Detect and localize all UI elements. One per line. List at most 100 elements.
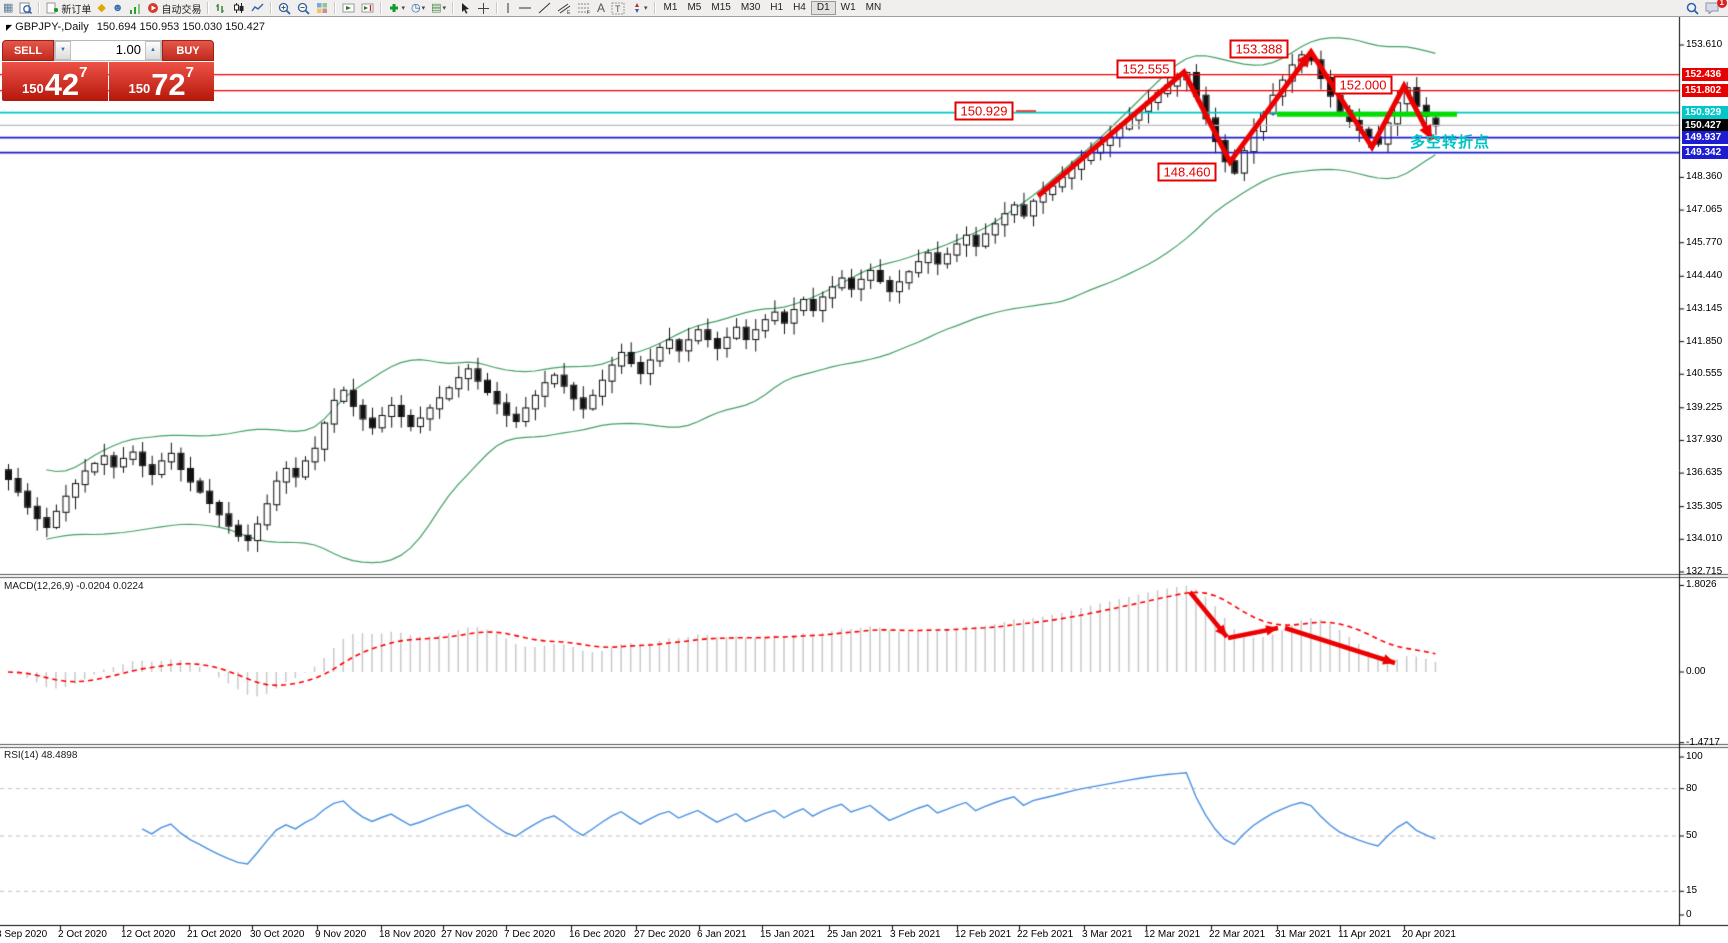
price-axis-tick: 141.850 [1686,335,1723,347]
sell-price-major: 150 [21,81,44,96]
templates-icon[interactable]: ▤ ▾ [431,2,447,14]
date-axis-label: 27 Dec 2020 [634,929,691,940]
hline-tool-icon[interactable] [515,1,535,15]
styler-icon[interactable]: ◆ [97,2,106,14]
timeframe-button-mn[interactable]: MN [865,2,882,13]
line-chart-icon[interactable] [248,1,267,15]
price-axis-tick: 132.715 [1686,565,1723,577]
rsi-axis-tick: 15 [1686,885,1698,897]
rsi-axis-tick: 100 [1686,751,1703,762]
search-icon[interactable] [1683,1,1702,15]
zoom-out-icon[interactable] [294,1,313,15]
buy-price-display: 150 72 7 [108,62,214,102]
label-tool-icon[interactable]: T [608,1,628,15]
price-axis-badge: 152.436 [1682,68,1728,82]
toolbar-separator [496,2,499,14]
timeframe-button-h1[interactable]: H1 [770,2,784,13]
date-axis-label: 16 Dec 2020 [569,929,626,940]
sell-price-pips: 42 [44,67,80,102]
toolbar-separator [38,2,41,14]
date-axis-label: 15 Jan 2021 [760,929,816,940]
new-order-button[interactable]: 新订单 [43,1,94,16]
price-axis-tick: 135.305 [1686,500,1723,512]
macd-label: MACD(12,26,9) -0.0204 0.0224 [4,581,144,592]
price-axis-badge: 150.929 [1682,106,1728,120]
auto-scroll-icon[interactable] [339,1,358,15]
cursor-tool-icon[interactable] [457,1,474,15]
price-axis-badge: 150.427 [1682,118,1728,132]
crosshair-tool-icon[interactable] [474,1,493,15]
buy-price-point: 7 [185,64,195,81]
autotrade-label: 自动交易 [161,4,202,16]
sell-button[interactable]: SELL [2,40,54,61]
timeframe-button-m1[interactable]: M1 [663,2,678,13]
buy-price-pips: 72 [151,67,186,102]
price-annotation-box[interactable]: 152.555 [1116,59,1176,79]
tile-windows-icon[interactable] [313,1,331,15]
bar-chart-icon[interactable] [212,1,230,15]
periods-icon[interactable]: ◷ ▾ [410,2,426,14]
turning-point-note[interactable]: 多空转折点 [1410,134,1491,151]
toolbar-separator [380,2,383,14]
sell-price-point: 7 [79,64,88,81]
price-axis-tick: 137.930 [1686,434,1723,446]
date-axis-label: 7 Dec 2020 [504,929,556,940]
fibonacci-tool-icon[interactable]: F [574,1,594,15]
date-axis-label: 12 Feb 2021 [955,929,1012,940]
toolbar-separator [207,2,210,14]
toolbar-separator [653,2,656,14]
print-preview-icon[interactable] [16,1,35,15]
date-axis-label: 3 Feb 2021 [890,929,941,940]
price-annotation-box[interactable]: 152.000 [1333,75,1393,95]
volume-spinner: ▼ 1.00 ▲ [54,40,162,61]
indicators-icon[interactable]: ▾ [385,1,408,15]
volume-increase-button[interactable]: ▲ [145,41,161,60]
timeframe-button-m5[interactable]: M5 [687,2,702,13]
chart-symbol-period: GBPJPY-,Daily [15,21,89,33]
one-click-trading-panel: SELL ▼ 1.00 ▲ BUY 150 42 7 150 72 7 [2,40,214,101]
chart-ohlc-values: 150.694 150.953 150.030 150.427 [96,21,265,33]
date-axis-label: 6 Jan 2021 [697,929,747,940]
volume-decrease-button[interactable]: ▼ [55,41,71,60]
date-axis-label: 27 Nov 2020 [441,929,498,940]
dropdown-arrow-icon: ▾ [421,5,426,12]
date-axis-label: 18 Nov 2020 [379,929,436,940]
autotrade-button[interactable]: 自动交易 [144,1,204,16]
timeframe-button-h4[interactable]: H4 [793,2,806,13]
toolbar: ▦ 新订单 ◆ ☻ 自动交易 ▾ ◷ ▾ ▤ ▾ E F A T ▾ M1 M5 M15… [0,0,1728,17]
price-annotation-box[interactable]: 153.388 [1229,39,1289,59]
candlestick-chart-icon[interactable] [230,1,248,15]
date-axis-label: 11 Apr 2021 [1338,929,1392,940]
channel-tool-icon[interactable]: E [554,1,574,15]
rsi-axis-tick: 50 [1686,830,1698,841]
chart-shift-icon[interactable] [358,1,377,15]
notifications-icon[interactable]: 1 [1702,0,1727,15]
price-annotation-box[interactable]: 148.460 [1157,162,1217,182]
arrows-tool-icon[interactable]: ▾ [628,1,651,15]
timeframe-button-m30[interactable]: M30 [740,2,761,13]
buy-button[interactable]: BUY [162,40,214,61]
vline-tool-icon[interactable] [501,1,515,15]
buy-price-major: 150 [128,81,151,96]
macd-axis-tick: 1.8026 [1686,579,1717,591]
trendline-tool-icon[interactable] [535,1,554,15]
price-axis-tick: 143.145 [1686,302,1723,314]
zoom-in-icon[interactable] [275,1,294,15]
chart-window-icon[interactable]: ▦ [3,2,14,14]
text-tool-icon[interactable]: A [597,1,606,15]
profile-icon[interactable]: ☻ [111,2,124,14]
timeframe-button-m15[interactable]: M15 [711,2,731,13]
timeframe-button-w1[interactable]: W1 [840,2,856,13]
price-annotation-box[interactable]: 150.929 [954,101,1014,121]
toolbar-separator [452,2,455,14]
toolbar-separator [270,2,273,14]
price-axis-tick: 136.635 [1686,467,1723,479]
timeframe-button-d1[interactable]: D1 [810,1,836,15]
signal-icon[interactable] [126,1,144,15]
date-axis-label: 21 Oct 2020 [187,929,242,940]
volume-input[interactable]: 1.00 [115,42,141,57]
price-axis-tick: 145.770 [1686,236,1723,248]
chart-title: ◤ GBPJPY-,Daily 150.694 150.953 150.030 15… [6,21,265,33]
